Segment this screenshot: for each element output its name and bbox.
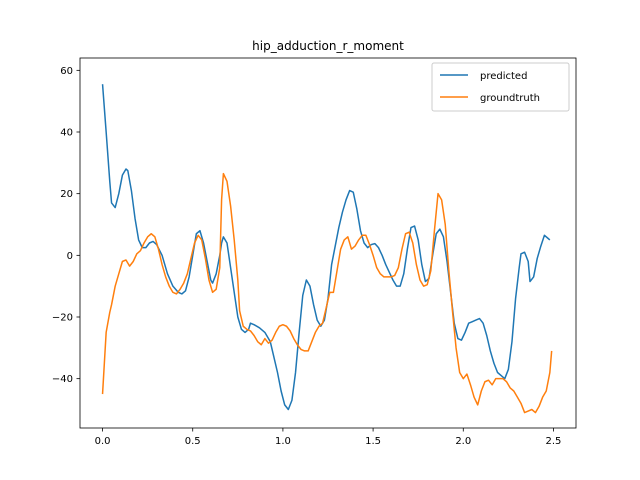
y-tick-label: 0	[67, 251, 73, 262]
y-axis: −40 −20 0 20 40 60	[52, 66, 80, 385]
x-tick-label: 2.0	[455, 436, 471, 447]
x-tick-label: 0.0	[95, 436, 111, 447]
series-layer	[101, 84, 553, 414]
x-axis: 0.0 0.5 1.0 1.5 2.0 2.5	[95, 428, 562, 447]
series-line-groundtruth	[101, 172, 553, 414]
y-tick-label: 40	[60, 128, 73, 139]
legend-label-groundtruth: groundtruth	[480, 93, 540, 104]
y-tick-label: 60	[60, 66, 73, 77]
x-tick-label: 2.5	[546, 436, 562, 447]
series-line-predicted	[101, 84, 551, 411]
x-tick-label: 0.5	[185, 436, 201, 447]
x-tick-label: 1.0	[275, 436, 291, 447]
y-tick-label: −40	[52, 374, 73, 385]
y-tick-label: 20	[60, 189, 73, 200]
y-tick-label: −20	[52, 313, 73, 324]
legend-label-predicted: predicted	[480, 71, 527, 82]
legend: predicted groundtruth	[431, 62, 570, 112]
axes-frame	[79, 57, 577, 429]
plot-area	[101, 84, 553, 414]
chart-title: hip_adduction_r_moment	[252, 39, 404, 53]
x-tick-label: 1.5	[365, 436, 381, 447]
